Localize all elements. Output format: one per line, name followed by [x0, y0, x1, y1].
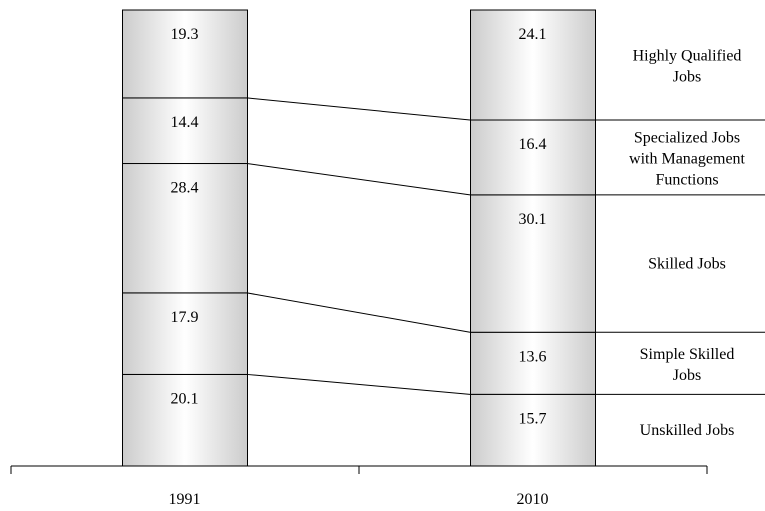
- x-tick-label: 1991: [169, 491, 201, 508]
- legend-label: Jobs: [673, 367, 701, 384]
- bar-segment: [470, 393, 596, 467]
- bar-segment: [470, 119, 596, 196]
- legend-label: Specialized Jobs: [634, 129, 740, 146]
- series-connector-line: [246, 373, 471, 395]
- bar-segment: [470, 194, 596, 333]
- legend-label: Skilled Jobs: [648, 256, 726, 273]
- data-label: 19.3: [171, 26, 199, 43]
- data-label: 14.4: [171, 114, 199, 131]
- data-label: 15.7: [519, 410, 547, 427]
- data-label: 16.4: [519, 136, 547, 153]
- legend-label: Jobs: [673, 69, 701, 86]
- bar-segment: [122, 163, 248, 294]
- series-connector-lines: [246, 97, 471, 395]
- bar-segment: [122, 97, 248, 165]
- legend: Unskilled Jobs Simple Skilled Jobs Skilled …: [595, 48, 765, 439]
- data-label: 17.9: [171, 309, 199, 326]
- series-connector-line: [246, 163, 471, 196]
- data-label: 20.1: [171, 390, 199, 407]
- bar-segment: [122, 373, 248, 467]
- series-connector-line: [246, 97, 471, 121]
- series-connector-line: [246, 292, 471, 333]
- data-label: 30.1: [519, 211, 547, 228]
- bar-segment: [122, 292, 248, 375]
- legend-label: Functions: [655, 171, 718, 188]
- legend-label: Highly Qualified: [633, 48, 742, 65]
- data-label: 24.1: [519, 26, 547, 43]
- data-label: 28.4: [171, 180, 199, 197]
- bar-segment: [470, 9, 596, 121]
- x-tick-label: 2010: [517, 491, 549, 508]
- bar-segment: [122, 9, 248, 99]
- legend-label: Unskilled Jobs: [640, 422, 735, 439]
- legend-label: Simple Skilled: [640, 346, 735, 363]
- legend-label: with Management: [629, 150, 746, 167]
- bars: 20.1 17.9 28.4 14.4 19.3 15.7 13.6 30.1 16.4 24.1: [122, 9, 596, 467]
- data-label: 13.6: [519, 348, 547, 365]
- x-axis: 1991 2010: [10, 465, 708, 508]
